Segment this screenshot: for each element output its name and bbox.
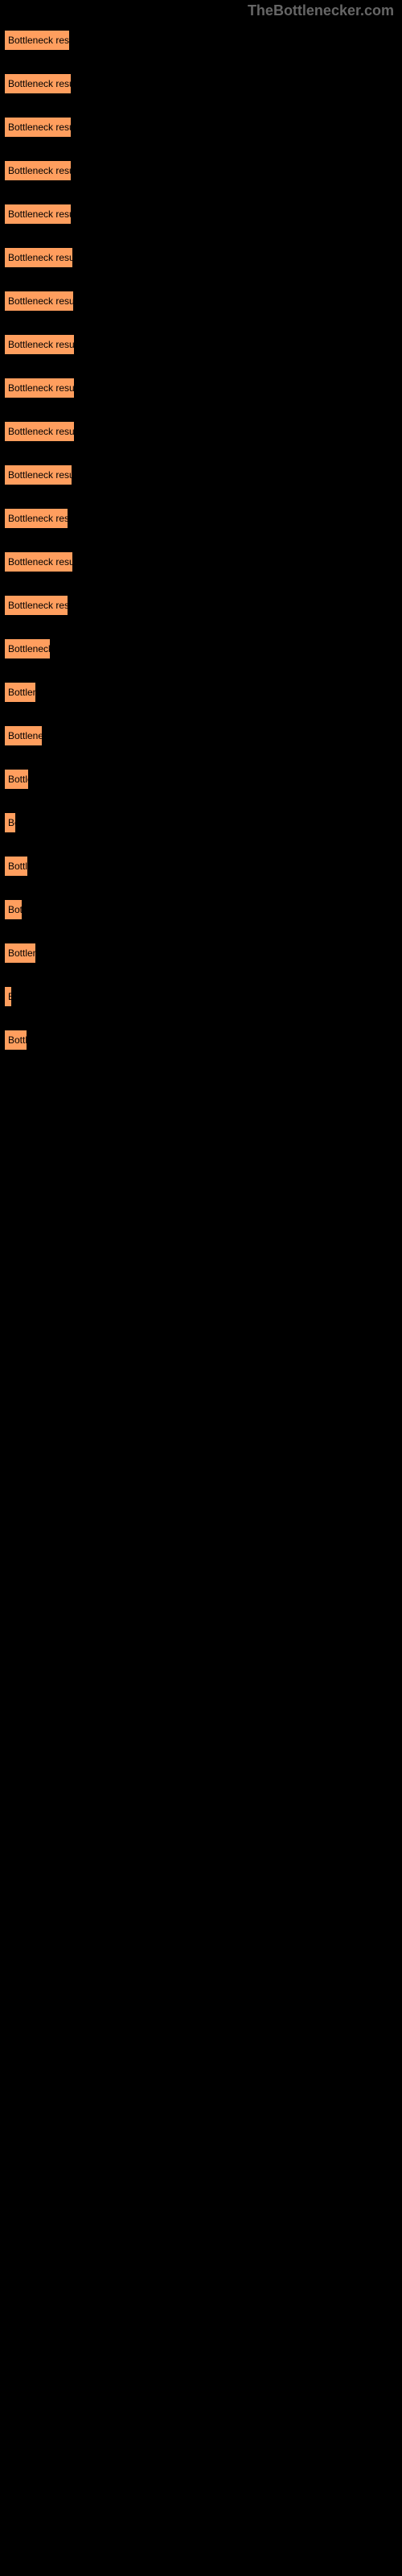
bar-row: Bottleneck result (4, 30, 398, 51)
bar: Bottleneck result (4, 464, 72, 485)
bar: Bottleneck result (4, 160, 72, 181)
bar: Bottle (4, 1030, 27, 1051)
bar: Bottleneck resul (4, 595, 68, 616)
bar-row: B (4, 986, 398, 1007)
bar-row: Bottleneck r (4, 638, 398, 659)
bar: Bottleneck result (4, 291, 74, 312)
bar-row: Bottleneck result (4, 204, 398, 225)
bar: Bottlene (4, 943, 36, 964)
bar-row: Bottleneck result (4, 117, 398, 138)
bar: Bottleneck result (4, 334, 75, 355)
bar: Bottle (4, 856, 28, 877)
bar-row: Bottlene (4, 943, 398, 964)
bar-row: Bottleneck result (4, 334, 398, 355)
bar: Bottleneck result (4, 117, 72, 138)
bar-row: Bottleneck result (4, 291, 398, 312)
bar: Bott (4, 899, 23, 920)
site-name: TheBottlenecker.com (248, 2, 394, 19)
site-header: TheBottlenecker.com (0, 0, 402, 22)
bar-row: Bottleneck result (4, 551, 398, 572)
bar: Bo (4, 812, 16, 833)
bar: Bottleneck result (4, 378, 75, 398)
bar-row: Bottleneck result (4, 160, 398, 181)
bar-row: Bo (4, 812, 398, 833)
bar: Bottleneck result (4, 204, 72, 225)
bar-row: Bott (4, 899, 398, 920)
bar-row: Bottleneck result (4, 247, 398, 268)
bar: Bottleneck result (4, 551, 73, 572)
bar: Bottleneck result (4, 73, 72, 94)
bar-row: Bottleneck resul (4, 508, 398, 529)
bar-row: Bottleneck result (4, 378, 398, 398)
bar-row: Bottlene (4, 682, 398, 703)
bar-row: Bottleneck result (4, 421, 398, 442)
bar-row: Bottle (4, 1030, 398, 1051)
bar-row: Bottleneck resul (4, 595, 398, 616)
bar: Bottleneck result (4, 247, 73, 268)
bar-row: Bottleneck result (4, 464, 398, 485)
bar: B (4, 986, 12, 1007)
bar: Bottleneck r (4, 638, 51, 659)
bar-row: Bottle (4, 769, 398, 790)
bar-row: Bottleneck (4, 725, 398, 746)
bar: Bottlene (4, 682, 36, 703)
bar: Bottleneck resul (4, 508, 68, 529)
bar: Bottle (4, 769, 29, 790)
bar: Bottleneck result (4, 30, 70, 51)
bar-row: Bottle (4, 856, 398, 877)
bar-row: Bottleneck result (4, 73, 398, 94)
bar: Bottleneck result (4, 421, 75, 442)
bar-chart: Bottleneck result Bottleneck result Bottle… (0, 22, 402, 1081)
bar: Bottleneck (4, 725, 43, 746)
